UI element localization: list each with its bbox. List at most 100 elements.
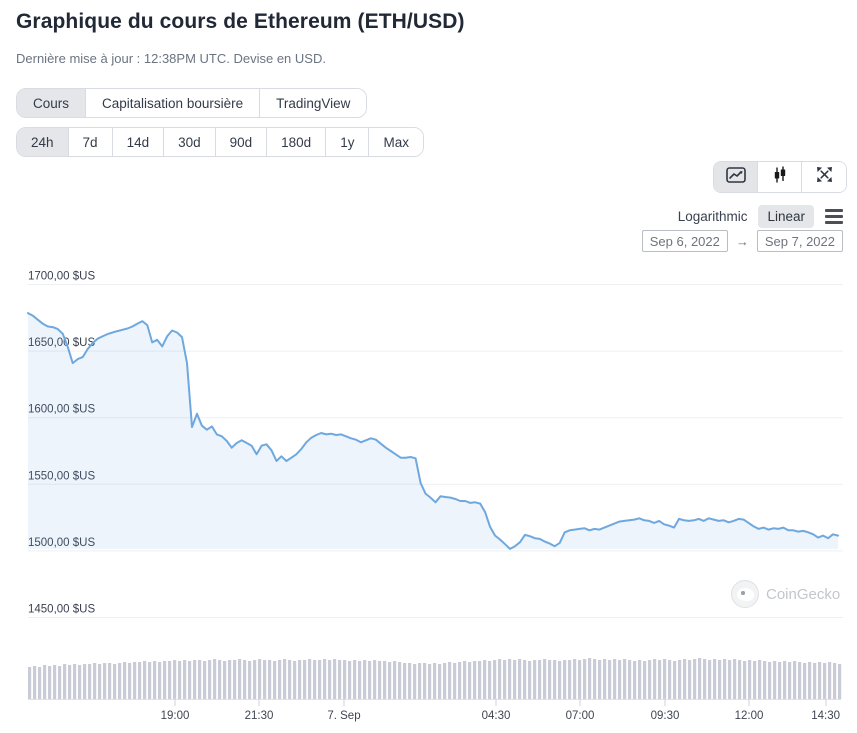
volume-bar [448,662,452,699]
volume-bar [153,661,157,699]
volume-bar [518,659,522,699]
volume-bar [293,661,297,699]
x-axis-label: 07:00 [566,710,595,722]
volume-bar [713,659,717,699]
volume-bar [98,664,102,699]
volume-bar [273,661,277,699]
volume-bar [493,660,497,699]
volume-bar [823,663,827,699]
logarithmic-toggle[interactable]: Logarithmic [677,208,748,224]
range-30d[interactable]: 30d [164,128,216,156]
volume-bar [178,661,182,699]
volume-bar [673,661,677,699]
fullscreen-button[interactable] [802,162,846,192]
x-axis-label: 09:30 [651,710,680,722]
volume-bar [463,661,467,699]
linear-toggle[interactable]: Linear [758,204,814,228]
range-30d-label: 30d [178,134,201,150]
volume-bar [168,661,172,699]
volume-bar [453,663,457,699]
volume-bar [828,662,832,699]
volume-bar [233,660,237,699]
volume-bar [398,662,402,699]
volume-bar [373,660,377,699]
volume-bar [498,659,502,699]
volume-bar [43,665,47,699]
volume-bar [818,662,822,699]
tab-cours[interactable]: Cours [17,89,87,117]
volume-bar [733,659,737,699]
volume-bar [688,660,692,699]
volume-bar [248,661,252,699]
volume-bar [48,666,52,699]
volume-bar [33,666,37,699]
volume-bar [653,659,657,699]
x-axis-label: 7. Sep [327,710,360,722]
volume-bar [213,659,217,699]
volume-bar [658,660,662,699]
volume-bar [143,661,147,699]
tab-capitalisation-boursiere[interactable]: Capitalisation boursière [86,89,261,117]
volume-bar [353,660,357,699]
range-14d-label: 14d [126,134,150,150]
volume-bar [263,660,267,699]
volume-bar [63,664,67,699]
volume-bar [813,663,817,699]
volume-bar [203,661,207,699]
volume-bar [723,659,727,699]
volume-bar [543,659,547,699]
date-range-row: Sep 6, 2022 → Sep 7, 2022 [641,230,843,252]
volume-bar [718,660,722,699]
volume-bar [838,664,842,699]
volume-bar [478,661,482,699]
price-area-fill [28,313,838,549]
volume-bar [128,663,132,699]
volume-bar [383,661,387,699]
y-axis-label: 1550,00 $US [28,470,95,482]
volume-bar [108,663,112,699]
volume-bar [333,659,337,699]
volume-bar [548,660,552,699]
range-14d[interactable]: 14d [112,128,165,156]
range-7d[interactable]: 7d [68,128,113,156]
volume-bar [773,661,777,699]
volume-bar [483,660,487,699]
candlestick-button[interactable] [758,162,802,192]
y-axis-label: 1600,00 $US [28,404,95,416]
line-chart-icon [725,166,746,188]
range-24h-label: 24h [31,134,54,150]
x-axis-label: 14:30 [811,710,840,722]
range-max-label: Max [383,134,409,150]
x-axis-label: 21:30 [245,710,274,722]
volume-bar [133,662,137,699]
line-chart-button[interactable] [714,162,758,192]
volume-bar [298,660,302,699]
volume-bar [568,660,572,699]
volume-bar [758,660,762,699]
range-1y[interactable]: 1y [326,128,370,156]
volume-bar [768,662,772,699]
volume-bar [628,660,632,699]
volume-bar [533,660,537,699]
range-180d[interactable]: 180d [267,128,327,156]
range-max[interactable]: Max [369,128,423,156]
range-90d[interactable]: 90d [215,128,268,156]
volume-bar [788,662,792,699]
volume-bar [563,660,567,699]
volume-bar [268,660,272,699]
chart-plot-area[interactable] [28,265,838,699]
volume-bar [148,662,152,699]
scale-toggle-row: Logarithmic Linear [678,204,843,228]
range-180d-label: 180d [281,134,312,150]
date-to-input[interactable]: Sep 7, 2022 [756,230,843,252]
volume-bar [538,660,542,699]
tab-tradingview[interactable]: TradingView [260,89,367,117]
coingecko-watermark: CoinGecko [731,580,840,608]
volume-bar [303,660,307,699]
volume-bar [613,659,617,699]
chart-menu-button[interactable] [825,207,843,226]
volume-bar [418,663,422,699]
range-24h[interactable]: 24h [17,128,69,156]
date-from-input[interactable]: Sep 6, 2022 [641,230,728,252]
